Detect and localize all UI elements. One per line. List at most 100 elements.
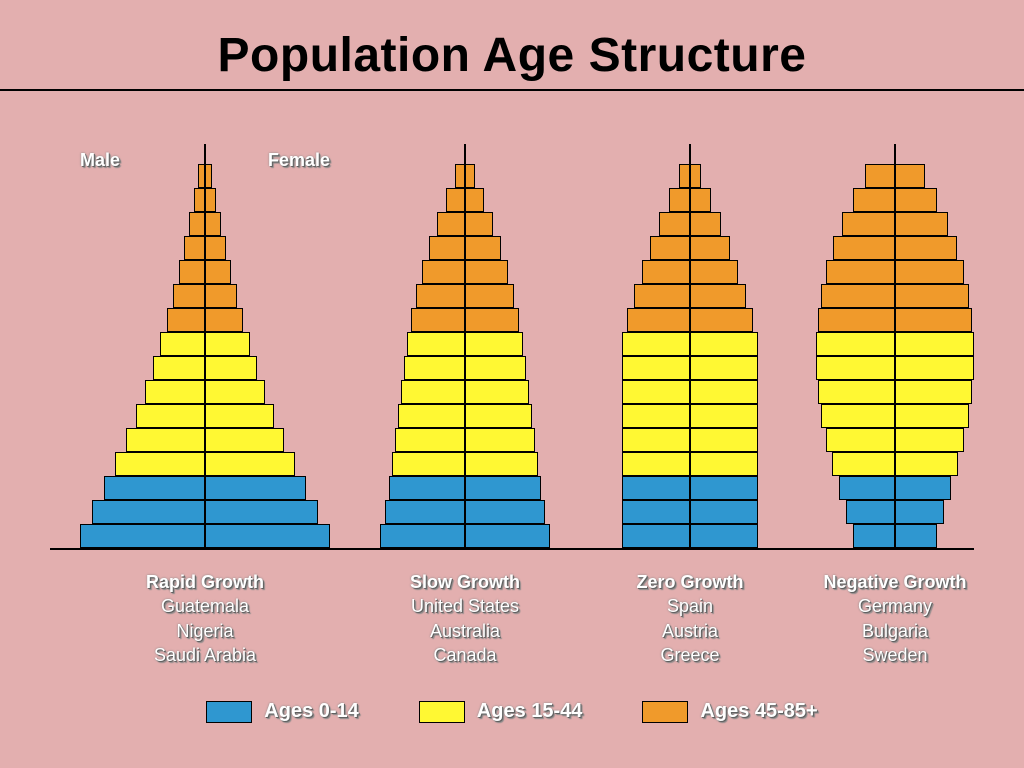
pyramid-negative [816, 128, 974, 548]
pyramid-bar [446, 188, 465, 212]
pyramid-bar [627, 308, 690, 332]
pyramid-bar [690, 332, 758, 356]
pyramid-bar [634, 284, 690, 308]
pyramid-bar [895, 164, 925, 188]
pyramid-bar [422, 260, 465, 284]
pyramid-bar [198, 164, 205, 188]
pyramid-bar [437, 212, 465, 236]
caption-line: Australia [430, 621, 500, 641]
legend-label: Ages 15-44 [477, 700, 583, 723]
pyramid-bar [895, 332, 974, 356]
pyramid-bar [92, 500, 205, 524]
legend-swatch [642, 701, 688, 723]
pyramid-bar [818, 308, 895, 332]
legend-item: Ages 0-14 [206, 700, 359, 723]
pyramid-bar [465, 212, 493, 236]
pyramid-bar [465, 236, 501, 260]
pyramid-bar [895, 524, 937, 548]
caption-line: Austria [662, 621, 718, 641]
pyramid-bar [205, 212, 221, 236]
pyramid-bar [690, 428, 758, 452]
caption-line: Canada [433, 645, 496, 665]
pyramid-bar [205, 524, 330, 548]
pyramid-bar [622, 332, 690, 356]
pyramid-bar [380, 524, 465, 548]
pyramid-bar [865, 164, 895, 188]
pyramid-bar [679, 164, 690, 188]
pyramid-bar [832, 452, 895, 476]
pyramid-bar [622, 356, 690, 380]
pyramid-bar [465, 500, 545, 524]
pyramid-bar [465, 164, 475, 188]
pyramid-bar [690, 236, 730, 260]
pyramid-bar [115, 452, 205, 476]
pyramid-bar [465, 356, 526, 380]
pyramid-bar [385, 500, 465, 524]
pyramid-bar [642, 260, 690, 284]
chart-title: Population Age Structure [0, 0, 1024, 89]
pyramid-bar [690, 356, 758, 380]
pyramid-bar [895, 500, 944, 524]
pyramid-bar [853, 524, 895, 548]
pyramid-bar [407, 332, 465, 356]
pyramid-bar [465, 404, 532, 428]
legend-label: Ages 0-14 [264, 700, 359, 723]
pyramid-bar [821, 284, 895, 308]
pyramid-bar [465, 308, 519, 332]
pyramid-bar [465, 380, 529, 404]
caption-title: Rapid Growth [80, 570, 330, 594]
pyramid-bar [455, 164, 465, 188]
pyramid-bar [833, 236, 895, 260]
pyramid-bar [205, 284, 237, 308]
caption-line: Spain [667, 596, 713, 616]
pyramid-bar [690, 260, 738, 284]
chart-stage: Male Female [0, 130, 1024, 550]
pyramid-bar [153, 356, 205, 380]
pyramid-bar [690, 500, 758, 524]
pyramid-bar [690, 380, 758, 404]
legend-swatch [206, 701, 252, 723]
pyramid-rapid [80, 128, 330, 548]
legend-item: Ages 45-85+ [642, 700, 817, 723]
pyramid-bar [690, 452, 758, 476]
pyramid-bar [622, 500, 690, 524]
pyramid-bar [465, 428, 535, 452]
pyramid-bar [622, 404, 690, 428]
pyramid-bar [895, 476, 951, 500]
pyramid-bar [895, 188, 937, 212]
pyramid-bar [690, 524, 758, 548]
pyramid-bar [622, 524, 690, 548]
pyramid-bar [895, 260, 964, 284]
pyramid-bar [690, 476, 758, 500]
pyramid-bar [136, 404, 205, 428]
caption-line: Nigeria [176, 621, 233, 641]
pyramid-bar [389, 476, 465, 500]
pyramid-bar [895, 212, 948, 236]
pyramid-bar [659, 212, 690, 236]
pyramid-bar [173, 284, 205, 308]
pyramid-bar [167, 308, 205, 332]
caption-line: Greece [660, 645, 719, 665]
pyramid-bar [205, 356, 257, 380]
pyramid-bar [401, 380, 465, 404]
caption-slow: Slow GrowthUnited StatesAustraliaCanada [340, 570, 590, 667]
pyramid-bar [895, 428, 964, 452]
pyramid-bar [622, 452, 690, 476]
pyramid-bar [404, 356, 465, 380]
pyramid-bar [826, 428, 895, 452]
pyramid-bar [650, 236, 690, 260]
pyramid-bar [205, 452, 295, 476]
legend-row: Ages 0-14 Ages 15-44 Ages 45-85+ [206, 700, 817, 723]
pyramid-bar [429, 236, 465, 260]
pyramid-bar [184, 236, 205, 260]
pyramid-bar [205, 308, 243, 332]
caption-line: Saudi Arabia [154, 645, 256, 665]
pyramid-bar [398, 404, 465, 428]
caption-line: Guatemala [161, 596, 249, 616]
pyramid-bar [465, 188, 484, 212]
pyramid-bar [205, 260, 231, 284]
pyramid-bar [411, 308, 465, 332]
legend-label: Ages 45-85+ [700, 700, 817, 723]
pyramid-bar [189, 212, 205, 236]
pyramid-bar [622, 428, 690, 452]
